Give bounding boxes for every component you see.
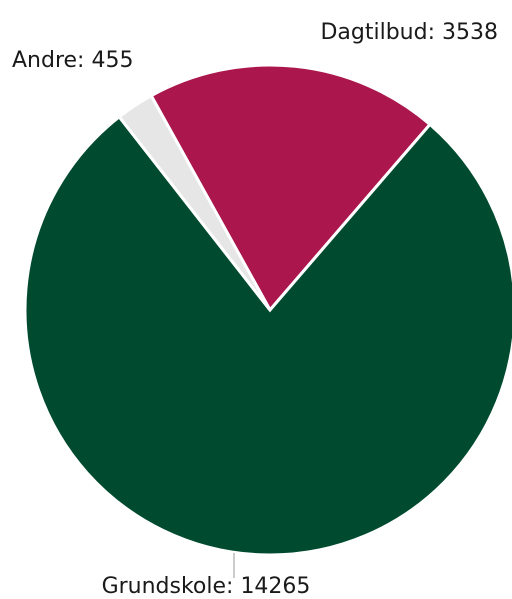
pie-slices	[23, 63, 512, 557]
label-andre: Andre: 455	[12, 48, 133, 73]
slice-dagtilbud	[149, 63, 433, 313]
slice-andre	[117, 93, 272, 311]
label-dagtilbud: Dagtilbud: 3538	[320, 20, 498, 45]
label-grundskole: Grundskole: 14265	[102, 574, 311, 599]
slice-grundskole	[23, 114, 512, 557]
